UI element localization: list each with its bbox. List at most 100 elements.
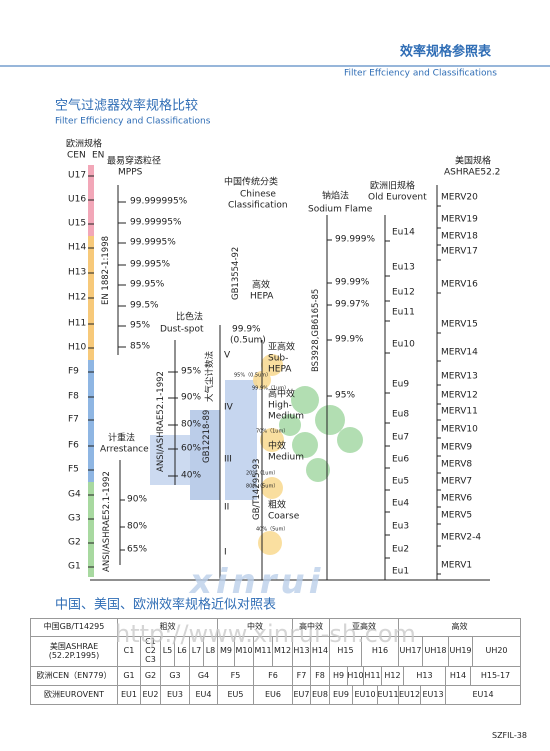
cell-text: EU1 (121, 689, 137, 699)
grade: Eu3 (392, 521, 410, 532)
cell: EU10 (352, 685, 378, 705)
column-title: Classification (228, 200, 288, 211)
cell-text: H9 (332, 670, 345, 680)
cell-text: 高中效 (299, 622, 323, 632)
cell-text: G2 (144, 670, 157, 680)
cell: UH19 (448, 636, 473, 667)
cell-text: H13 (416, 670, 433, 680)
cell: H14 (445, 666, 471, 686)
grade: Eu10 (392, 339, 415, 350)
cell: EU5 (217, 685, 254, 705)
cell-text: EU4 (195, 689, 212, 699)
cell: UH18 (422, 636, 449, 667)
row-label: 欧洲CEN（EN779） (30, 666, 118, 686)
class-cn: 粗效 (268, 500, 287, 511)
grade: MERV2-4 (441, 532, 482, 543)
column-title: 欧洲旧规格 (370, 181, 416, 192)
cell-text: 高效 (451, 622, 468, 632)
grade: Eu7 (392, 432, 410, 443)
grade: MERV11 (441, 406, 478, 417)
grade: G3 (68, 513, 81, 524)
standard-label: BS3928,GB6165-85 (311, 288, 321, 372)
roman-grade: V (224, 350, 231, 361)
row-label: 美国ASHRAE (52.2P.1995) (30, 636, 118, 667)
grade: MERV16 (441, 279, 478, 290)
grade: F9 (68, 366, 79, 377)
page-title: 效率规格参照表 (400, 44, 492, 60)
grade: Eu9 (392, 379, 410, 390)
class-cn: 亚高效 (268, 342, 296, 353)
grade: H13 (68, 267, 87, 278)
blue-block (225, 380, 257, 500)
cell-text: 欧洲CEN（EN779） (36, 670, 112, 680)
cell-text: C2 (145, 646, 156, 656)
value-label: 99.99% (335, 277, 370, 288)
grade: Eu13 (392, 262, 415, 273)
standard-label: ANSI/ASHRAE52.1-1992 (156, 371, 166, 472)
cell-text: H16 (371, 646, 389, 656)
grade: G1 (68, 561, 81, 572)
grade: MERV1 (441, 560, 473, 571)
value-label: 90% (181, 392, 202, 403)
cell-text: C1 (123, 646, 135, 656)
cell: EU4 (189, 685, 218, 705)
page-subtitle: Filter Effciency and Classifications (344, 68, 497, 79)
blue-block (150, 435, 190, 485)
cell-text: M11 (254, 646, 272, 656)
class-en: Sub- (268, 353, 289, 364)
value-label: 99.9% (232, 324, 261, 335)
column-title: 比色法 (176, 312, 204, 323)
cell-text: EU13 (422, 689, 444, 699)
cell: H13 (403, 666, 446, 686)
grade: F8 (68, 391, 79, 402)
cell-text: H15-17 (480, 670, 511, 680)
column-title: 欧洲规格 (66, 139, 103, 150)
column-title: MPPS (118, 167, 143, 178)
cell: EU8 (310, 685, 330, 705)
grade: MERV12 (441, 390, 478, 401)
column-title: 计重法 (108, 433, 136, 444)
cell: EU1 (117, 685, 141, 705)
grade: G2 (68, 537, 81, 548)
roman-grade: III (224, 454, 232, 465)
value-label: 99.999% (335, 234, 376, 245)
cell-text: F6 (268, 670, 278, 680)
cell-text: M10 (235, 646, 253, 656)
value-label: 99.97% (335, 299, 370, 310)
column-title: Old Eurovent (368, 192, 427, 203)
standard-label: GB13554-92 (231, 246, 241, 300)
value-label: 60% (181, 443, 202, 454)
cell-text: H15 (337, 646, 354, 656)
value-label: 99.95% (130, 279, 165, 290)
roman-grade: IV (224, 402, 233, 413)
cell-text: (52.2P.1995) (48, 650, 100, 660)
grade: F6 (68, 440, 79, 451)
column-title: Sodium Flame (308, 204, 373, 215)
grade: Eu1 (392, 566, 410, 577)
class-cn: 中效 (268, 441, 287, 452)
cell-text: 中效 (247, 622, 263, 632)
cell: G1 (117, 666, 141, 686)
grade: F5 (68, 464, 79, 475)
cell-text: L5 (162, 646, 173, 656)
cell-text: L7 (191, 646, 202, 656)
cell: EU9 (329, 685, 353, 705)
grade: MERV20 (441, 192, 478, 203)
green-dots (279, 386, 363, 482)
value-label: 99.5% (130, 300, 159, 311)
value-label: 95% (130, 320, 151, 331)
grade: Eu5 (392, 476, 410, 487)
class-en: Medium (268, 452, 304, 463)
row-label: 欧洲EUROVENT (30, 685, 118, 705)
cell: F8 (310, 666, 330, 686)
cell-text: EU6 (265, 689, 281, 699)
cell-text: EU2 (142, 689, 159, 699)
column-title: 中国传统分类 (224, 177, 279, 188)
cell-text: G4 (197, 670, 210, 680)
cell: H15-17 (470, 666, 521, 686)
section-title: 中国、美国、欧洲效率规格近似对照表 (55, 597, 277, 613)
cell-text: UH20 (485, 646, 508, 656)
grade: MERV5 (441, 510, 473, 521)
cell: EU7 (292, 685, 311, 705)
cell-text: H14 (449, 670, 467, 680)
